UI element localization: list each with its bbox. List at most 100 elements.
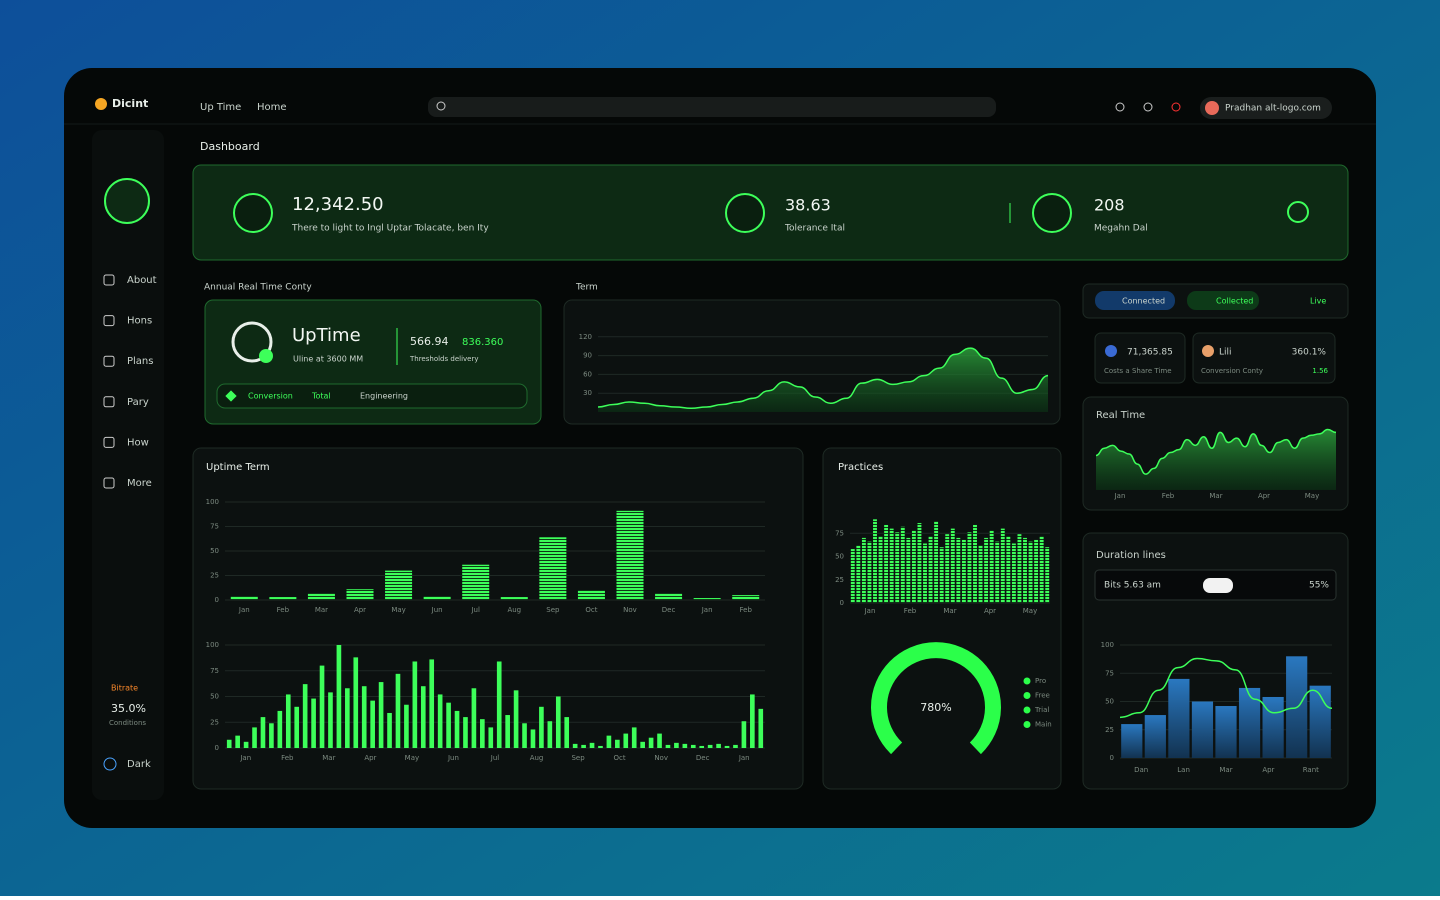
bar (1023, 537, 1027, 603)
mini-value: 71,365.85 (1127, 348, 1173, 358)
gauge-label: 780% (920, 701, 951, 714)
x-tick-label: Nov (623, 606, 637, 614)
x-tick-label: May (405, 754, 419, 762)
footer-item[interactable]: Engineering (360, 392, 408, 401)
bar (961, 539, 966, 603)
menu-icon[interactable] (103, 274, 115, 286)
footer-item[interactable]: Total (311, 392, 331, 401)
y-tick-label: 100 (206, 641, 219, 649)
mini-card (1192, 332, 1336, 384)
tab-label[interactable]: Connected (1122, 297, 1165, 306)
logo (95, 98, 107, 110)
bar (243, 741, 249, 748)
summary-value: 38.63 (785, 196, 831, 215)
icon[interactable] (1115, 102, 1125, 112)
y-tick-label: 50 (210, 693, 219, 701)
menu-icon[interactable] (103, 315, 115, 327)
nav-item[interactable]: Home (257, 102, 287, 113)
y-tick-label: 75 (835, 529, 844, 537)
y-tick-label: 100 (206, 498, 219, 506)
bar (446, 702, 451, 748)
mini-label: Lili (1219, 348, 1232, 358)
bar (732, 595, 760, 600)
footer-item[interactable]: Conversion (248, 392, 293, 401)
bar (906, 537, 911, 603)
bar (1017, 534, 1022, 603)
x-tick-label: Sep (546, 606, 560, 614)
input-text[interactable]: Bits 5.63 am (1104, 581, 1161, 591)
menu-icon[interactable] (103, 396, 115, 408)
bar (269, 723, 274, 748)
y-tick-label: 0 (215, 744, 219, 752)
menu-icon[interactable] (103, 477, 115, 489)
x-tick-label: Feb (904, 607, 917, 615)
bar (505, 715, 510, 748)
bar (693, 598, 721, 600)
icon[interactable] (1287, 201, 1309, 223)
x-tick-label: Feb (740, 606, 753, 614)
legend-dot (1023, 692, 1031, 699)
bar (616, 510, 644, 600)
menu-icon[interactable] (103, 355, 115, 367)
bar (294, 706, 300, 748)
metric: 836.360 (462, 337, 503, 348)
menu-item[interactable]: How (127, 437, 149, 448)
menu-item[interactable]: Pary (127, 397, 149, 408)
menu-item[interactable]: About (127, 275, 157, 286)
bar (1039, 536, 1044, 603)
bar (589, 742, 595, 748)
bar (513, 690, 519, 748)
bar (631, 727, 637, 748)
y-tick-label: 75 (1105, 669, 1114, 677)
icon[interactable] (1143, 102, 1153, 112)
tab[interactable] (1095, 291, 1175, 310)
menu-item[interactable]: Plans (127, 356, 153, 367)
bar (572, 743, 578, 748)
tab-label[interactable]: Live (1310, 297, 1326, 306)
card-title: Practices (838, 462, 883, 473)
bar (967, 532, 972, 603)
icon (231, 321, 273, 363)
bar (655, 593, 683, 600)
bar (370, 700, 375, 748)
menu-item[interactable]: Hons (127, 316, 152, 327)
summary-value: 12,342.50 (292, 194, 384, 215)
area (598, 348, 1048, 412)
card-title: Duration lines (1096, 550, 1166, 561)
bar (1215, 706, 1237, 758)
bar (873, 519, 877, 603)
bar (361, 686, 367, 748)
bar (928, 536, 933, 603)
nav-item[interactable]: Up Time (200, 102, 241, 113)
y-tick-label: 25 (210, 572, 219, 580)
summary-caption[interactable]: Megahn Dal (1094, 224, 1148, 234)
tab[interactable] (1187, 291, 1259, 310)
bar (750, 694, 755, 748)
bar (581, 744, 586, 748)
y-tick-label: 0 (215, 596, 219, 604)
menu-icon[interactable] (103, 436, 115, 448)
user: Pradhan alt-logo.com (1225, 104, 1321, 114)
x-tick-label: Jan (701, 606, 713, 614)
y-tick-label: 0 (840, 599, 844, 607)
tab-label[interactable]: Collected (1216, 297, 1253, 306)
theme[interactable]: Dark (127, 759, 151, 770)
legend-dot (1023, 677, 1031, 685)
bar (429, 659, 435, 748)
icon[interactable] (1171, 102, 1181, 112)
bar (682, 743, 688, 748)
bar (235, 735, 240, 748)
x-tick-label: Apr (354, 606, 366, 614)
menu-item[interactable]: More (127, 478, 152, 489)
bar (895, 532, 900, 603)
theme-icon[interactable] (103, 757, 117, 771)
summary-caption[interactable]: Tolerance Ital (784, 224, 845, 234)
bar (420, 686, 426, 748)
bar (1144, 715, 1166, 758)
x-tick-label: Aug (530, 754, 544, 762)
search-bar[interactable] (428, 97, 996, 117)
x-tick-label: Mar (1209, 492, 1222, 500)
profile[interactable] (1200, 97, 1332, 119)
toggle[interactable] (1203, 578, 1233, 593)
